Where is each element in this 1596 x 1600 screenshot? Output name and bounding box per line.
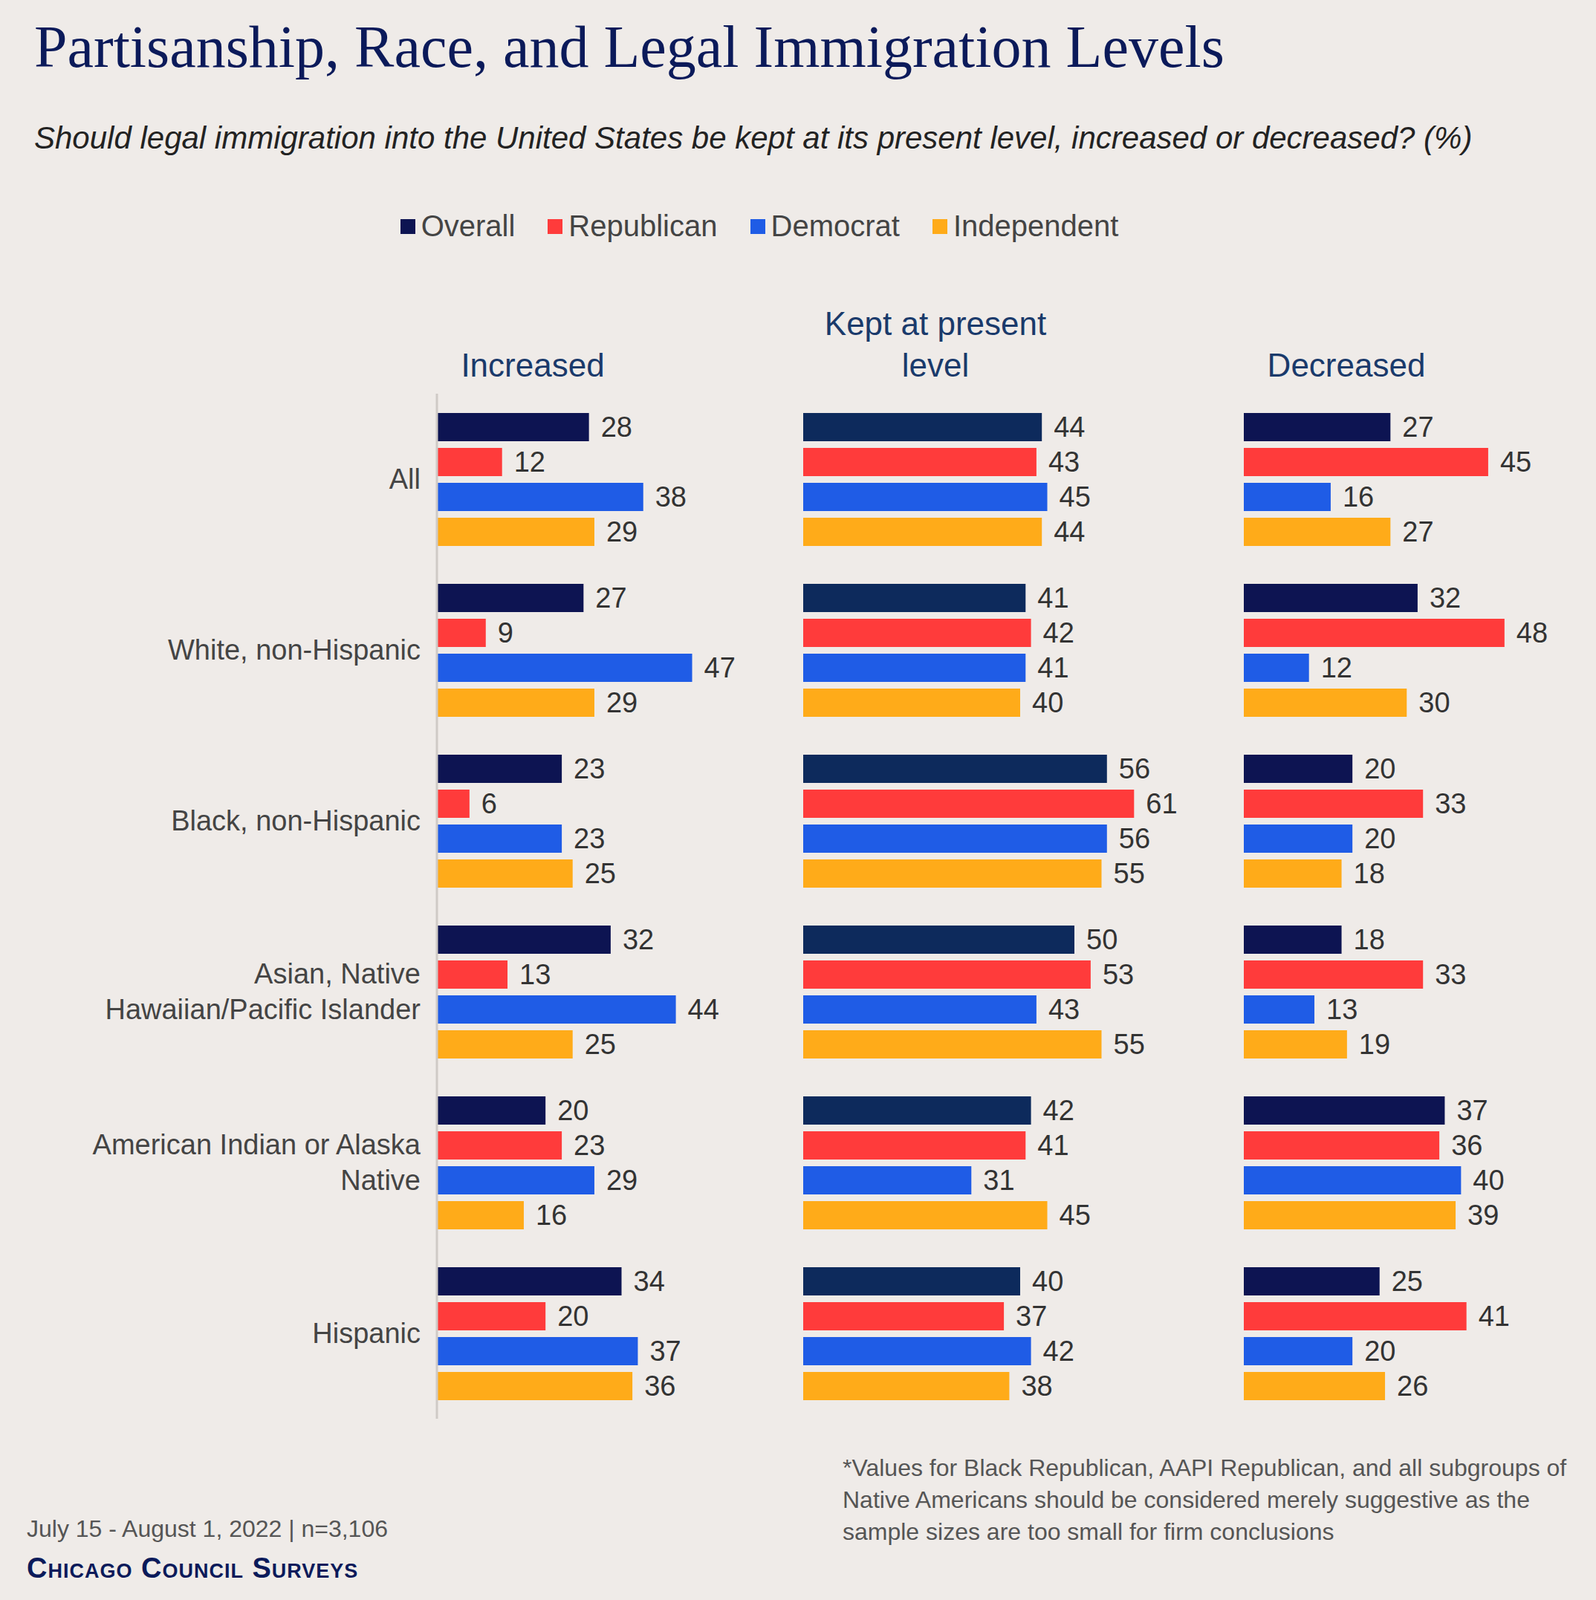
svg-text:26: 26 bbox=[1396, 1370, 1429, 1403]
html-text:*Values for Black Republican,: *Values for Black Republican, AAPI Repub… bbox=[842, 1454, 1567, 1546]
svg-text:44: 44 bbox=[1053, 516, 1085, 548]
svg-text:37: 37 bbox=[1456, 1095, 1488, 1127]
svg-text:45: 45 bbox=[1059, 1199, 1091, 1232]
svg-text:American Indian or AlaskaNativ: American Indian or AlaskaNative bbox=[92, 1129, 422, 1197]
svg-text:20: 20 bbox=[557, 1095, 589, 1127]
svg-text:Hispanic: Hispanic bbox=[312, 1318, 421, 1350]
svg-text:38: 38 bbox=[1020, 1370, 1053, 1403]
svg-text:47: 47 bbox=[704, 652, 736, 684]
html-text:Should legal immigration into: Should legal immigration into the United… bbox=[34, 120, 1473, 156]
svg-text:45: 45 bbox=[1059, 481, 1091, 513]
svg-text:6: 6 bbox=[481, 788, 498, 820]
svg-text:41: 41 bbox=[1037, 1130, 1069, 1162]
svg-text:45: 45 bbox=[1500, 446, 1532, 478]
svg-text:20: 20 bbox=[557, 1301, 589, 1333]
svg-text:33: 33 bbox=[1434, 959, 1466, 991]
svg-text:55: 55 bbox=[1113, 1029, 1145, 1061]
svg-text:44: 44 bbox=[1053, 411, 1085, 443]
svg-text:33: 33 bbox=[1434, 788, 1466, 820]
svg-text:19: 19 bbox=[1358, 1029, 1391, 1061]
svg-text:12: 12 bbox=[1321, 652, 1353, 684]
svg-text:43: 43 bbox=[1048, 994, 1080, 1026]
svg-text:36: 36 bbox=[1451, 1130, 1483, 1162]
svg-text:41: 41 bbox=[1037, 582, 1069, 614]
svg-text:12: 12 bbox=[514, 446, 546, 478]
svg-text:13: 13 bbox=[1326, 994, 1358, 1026]
svg-text:20: 20 bbox=[1364, 753, 1396, 785]
html-text:July 15 - August 1, 2022 | n=3: July 15 - August 1, 2022 | n=3,106 bbox=[26, 1515, 388, 1543]
svg-text:41: 41 bbox=[1478, 1301, 1510, 1333]
svg-text:32: 32 bbox=[622, 924, 654, 956]
html-text:Kept at present level: Kept at present level bbox=[824, 305, 1047, 384]
svg-text:20: 20 bbox=[1364, 1335, 1396, 1368]
svg-text:42: 42 bbox=[1043, 1335, 1075, 1368]
svg-text:27: 27 bbox=[1402, 411, 1434, 443]
svg-text:Asian, NativeHawaiian/Pacific: Asian, NativeHawaiian/Pacific Islander bbox=[104, 958, 421, 1026]
html-text:Increased: Increased bbox=[460, 346, 605, 384]
svg-text:42: 42 bbox=[1043, 1095, 1075, 1127]
svg-text:23: 23 bbox=[573, 823, 605, 855]
svg-text:29: 29 bbox=[606, 687, 638, 719]
svg-text:28: 28 bbox=[601, 411, 633, 443]
svg-text:13: 13 bbox=[519, 959, 551, 991]
svg-text:23: 23 bbox=[573, 753, 605, 785]
svg-text:29: 29 bbox=[606, 1165, 638, 1197]
svg-text:25: 25 bbox=[1391, 1266, 1423, 1298]
svg-text:53: 53 bbox=[1102, 959, 1134, 991]
svg-text:40: 40 bbox=[1032, 1266, 1064, 1298]
svg-text:38: 38 bbox=[655, 481, 687, 513]
svg-text:61: 61 bbox=[1145, 788, 1177, 820]
svg-text:37: 37 bbox=[649, 1335, 681, 1368]
svg-text:44: 44 bbox=[688, 994, 720, 1026]
html-text:Overall: Overall bbox=[421, 209, 516, 243]
html-text:Republican: Republican bbox=[568, 209, 718, 243]
svg-text:56: 56 bbox=[1118, 823, 1151, 855]
svg-text:39: 39 bbox=[1467, 1199, 1499, 1232]
svg-text:25: 25 bbox=[584, 1029, 616, 1061]
svg-text:37: 37 bbox=[1015, 1301, 1047, 1333]
svg-text:30: 30 bbox=[1418, 687, 1450, 719]
svg-text:Black, non-Hispanic: Black, non-Hispanic bbox=[170, 805, 421, 837]
svg-text:16: 16 bbox=[1342, 481, 1374, 513]
svg-text:25: 25 bbox=[584, 858, 616, 890]
svg-text:50: 50 bbox=[1086, 924, 1118, 956]
svg-text:All: All bbox=[389, 463, 421, 495]
svg-text:9: 9 bbox=[497, 617, 514, 649]
svg-text:31: 31 bbox=[983, 1165, 1015, 1197]
svg-text:56: 56 bbox=[1118, 753, 1151, 785]
svg-text:34: 34 bbox=[633, 1266, 665, 1298]
svg-text:23: 23 bbox=[573, 1130, 605, 1162]
svg-text:18: 18 bbox=[1353, 858, 1385, 890]
svg-text:White, non-Hispanic: White, non-Hispanic bbox=[167, 634, 421, 666]
html-text:Decreased: Decreased bbox=[1267, 346, 1426, 384]
html-text:Democrat: Democrat bbox=[770, 209, 900, 243]
svg-text:27: 27 bbox=[595, 582, 627, 614]
svg-text:20: 20 bbox=[1364, 823, 1396, 855]
svg-text:29: 29 bbox=[606, 516, 638, 548]
svg-text:18: 18 bbox=[1353, 924, 1385, 956]
html-text:Independent: Independent bbox=[953, 209, 1119, 243]
html-text:Chicago Council Surveys: Chicago Council Surveys bbox=[26, 1552, 359, 1585]
svg-text:42: 42 bbox=[1043, 617, 1075, 649]
svg-text:36: 36 bbox=[644, 1370, 676, 1403]
html-text:Partisanship, Race, and Legal: Partisanship, Race, and Legal Immigratio… bbox=[34, 14, 1225, 80]
svg-text:32: 32 bbox=[1429, 582, 1461, 614]
svg-text:27: 27 bbox=[1402, 516, 1434, 548]
svg-text:41: 41 bbox=[1037, 652, 1069, 684]
svg-text:40: 40 bbox=[1032, 687, 1064, 719]
svg-text:43: 43 bbox=[1048, 446, 1080, 478]
svg-text:55: 55 bbox=[1113, 858, 1145, 890]
svg-text:40: 40 bbox=[1472, 1165, 1504, 1197]
svg-text:16: 16 bbox=[535, 1199, 567, 1232]
svg-text:48: 48 bbox=[1516, 617, 1548, 649]
